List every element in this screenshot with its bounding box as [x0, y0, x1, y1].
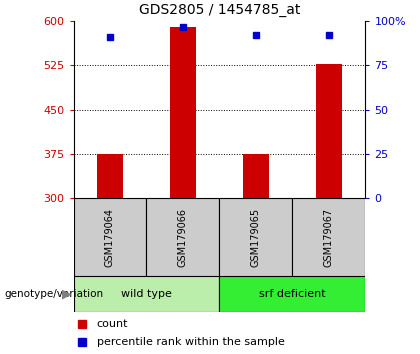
Text: genotype/variation: genotype/variation — [4, 289, 103, 299]
Bar — [74, 276, 220, 312]
Text: percentile rank within the sample: percentile rank within the sample — [97, 337, 285, 347]
Text: GSM179067: GSM179067 — [324, 207, 334, 267]
Text: count: count — [97, 319, 129, 329]
Bar — [170, 27, 196, 198]
Title: GDS2805 / 1454785_at: GDS2805 / 1454785_at — [139, 4, 300, 17]
Text: GSM179066: GSM179066 — [178, 208, 188, 267]
Bar — [220, 198, 292, 276]
Text: srf deficient: srf deficient — [259, 289, 326, 299]
Text: GSM179065: GSM179065 — [251, 207, 261, 267]
Bar — [292, 198, 365, 276]
Bar — [147, 198, 220, 276]
Text: GSM179064: GSM179064 — [105, 208, 115, 267]
Bar — [97, 154, 123, 198]
Bar — [243, 154, 269, 198]
Text: wild type: wild type — [121, 289, 172, 299]
Bar — [316, 64, 342, 198]
Bar — [74, 198, 147, 276]
Bar — [220, 276, 365, 312]
Text: ▶: ▶ — [62, 287, 71, 300]
